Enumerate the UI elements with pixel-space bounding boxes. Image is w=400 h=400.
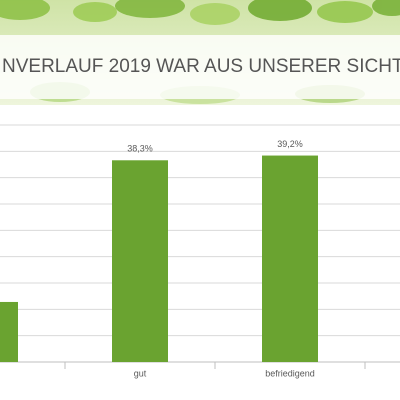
x-tick-label: befriedigend: [265, 368, 315, 378]
x-tick-label: gut: [134, 368, 147, 378]
bar: [0, 301, 18, 362]
bar: [262, 155, 318, 362]
title-band: [0, 35, 400, 99]
chart-area: [0, 106, 400, 400]
value-label: 38,3%: [127, 144, 153, 154]
value-label: 39,2%: [277, 139, 303, 149]
chart-title: NVERLAUF 2019 WAR AUS UNSERER SICHT: [2, 56, 400, 77]
bar: [112, 160, 168, 362]
